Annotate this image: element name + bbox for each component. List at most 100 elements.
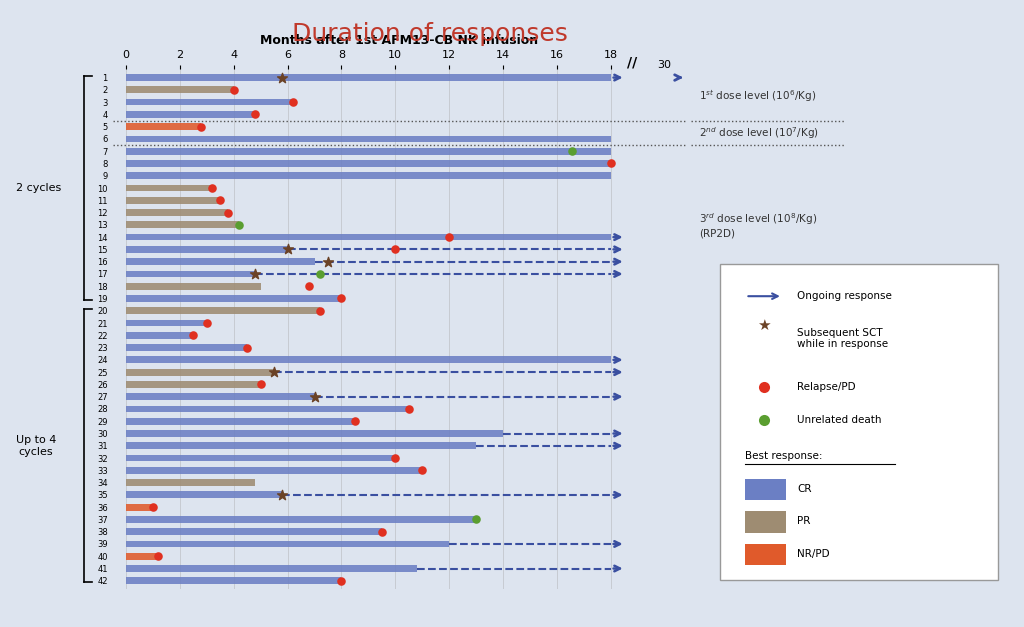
Point — [253, 379, 269, 389]
Text: ★: ★ — [758, 318, 771, 333]
Point — [301, 281, 317, 291]
Bar — [126, 111, 255, 118]
Bar — [126, 516, 476, 523]
Text: CR: CR — [797, 483, 812, 493]
Point — [231, 220, 248, 230]
Point — [347, 416, 364, 426]
Bar — [126, 98, 293, 105]
Point — [333, 576, 349, 586]
Text: Ongoing response: Ongoing response — [797, 291, 892, 301]
Bar — [126, 344, 247, 351]
Point — [468, 514, 484, 524]
Bar — [126, 148, 610, 155]
Bar — [126, 503, 153, 510]
Point — [225, 85, 242, 95]
Text: Relapse/PD: Relapse/PD — [797, 382, 856, 393]
Point — [563, 146, 580, 156]
Point — [387, 453, 403, 463]
Text: //: // — [627, 56, 637, 70]
Bar — [126, 381, 261, 387]
Point — [387, 245, 403, 255]
Point — [212, 195, 228, 205]
Bar — [126, 160, 610, 167]
Text: NR/PD: NR/PD — [797, 549, 829, 559]
Bar — [126, 271, 255, 277]
Bar — [126, 529, 382, 535]
Point — [220, 208, 237, 218]
Bar — [126, 418, 355, 424]
Bar — [745, 544, 785, 565]
Point — [185, 330, 202, 340]
Point — [400, 404, 417, 414]
Bar — [126, 492, 283, 498]
Bar — [126, 234, 610, 241]
Point — [274, 73, 291, 83]
Bar — [126, 430, 503, 437]
Bar — [126, 172, 610, 179]
Point — [414, 465, 430, 475]
X-axis label: Months after 1st AFM13-CB NK infusion: Months after 1st AFM13-CB NK infusion — [260, 34, 539, 48]
Text: 2$^{nd}$ dose level (10$^7$/Kg): 2$^{nd}$ dose level (10$^7$/Kg) — [698, 125, 818, 140]
Text: Subsequent SCT
while in response: Subsequent SCT while in response — [797, 328, 888, 349]
Bar — [126, 320, 207, 327]
Point — [266, 367, 283, 377]
Text: 2 cycles: 2 cycles — [16, 183, 61, 193]
Bar — [126, 565, 417, 572]
Bar — [126, 479, 255, 486]
Bar — [745, 479, 785, 500]
Bar — [126, 209, 228, 216]
Bar — [126, 184, 212, 191]
Bar — [126, 467, 422, 474]
Point — [151, 551, 167, 561]
Bar — [126, 455, 395, 461]
Text: Best response:: Best response: — [745, 451, 823, 461]
Point — [199, 318, 215, 328]
Point — [204, 183, 220, 193]
Text: Unrelated death: Unrelated death — [797, 415, 882, 425]
Text: Up to 4
cycles: Up to 4 cycles — [15, 435, 56, 456]
Bar — [126, 357, 610, 363]
Point — [602, 159, 618, 169]
Bar — [126, 406, 409, 413]
Bar — [126, 540, 450, 547]
Point — [247, 109, 263, 119]
Point — [274, 490, 291, 500]
FancyBboxPatch shape — [720, 263, 997, 580]
Bar — [126, 124, 202, 130]
Bar — [126, 258, 314, 265]
Point — [311, 269, 328, 279]
Bar — [126, 197, 220, 204]
Bar — [126, 221, 240, 228]
Point — [285, 97, 301, 107]
Bar — [126, 369, 274, 376]
Bar — [126, 87, 233, 93]
Point — [311, 306, 328, 316]
Point — [247, 269, 263, 279]
Point — [441, 232, 458, 242]
Bar — [126, 246, 288, 253]
Text: 30: 30 — [657, 60, 672, 70]
Bar — [126, 332, 194, 339]
Point — [374, 527, 390, 537]
Bar — [126, 74, 610, 81]
Text: PR: PR — [797, 516, 810, 526]
Point — [319, 256, 336, 266]
Text: 3$^{rd}$ dose level (10$^8$/Kg)
(RP2D): 3$^{rd}$ dose level (10$^8$/Kg) (RP2D) — [698, 211, 817, 238]
Point — [333, 293, 349, 303]
Point — [194, 122, 210, 132]
Point — [280, 245, 296, 255]
Text: Duration of responses: Duration of responses — [292, 22, 568, 46]
Text: 1$^{st}$ dose level (10$^6$/Kg): 1$^{st}$ dose level (10$^6$/Kg) — [698, 88, 816, 104]
Bar — [126, 135, 610, 142]
Bar — [126, 553, 159, 560]
Point — [239, 342, 255, 352]
Bar — [126, 443, 476, 449]
Point — [306, 392, 323, 402]
Bar — [126, 307, 319, 314]
Point — [144, 502, 161, 512]
Bar — [126, 577, 341, 584]
Bar — [745, 512, 785, 532]
Bar — [126, 283, 261, 290]
Bar — [126, 393, 314, 400]
Bar — [126, 295, 341, 302]
